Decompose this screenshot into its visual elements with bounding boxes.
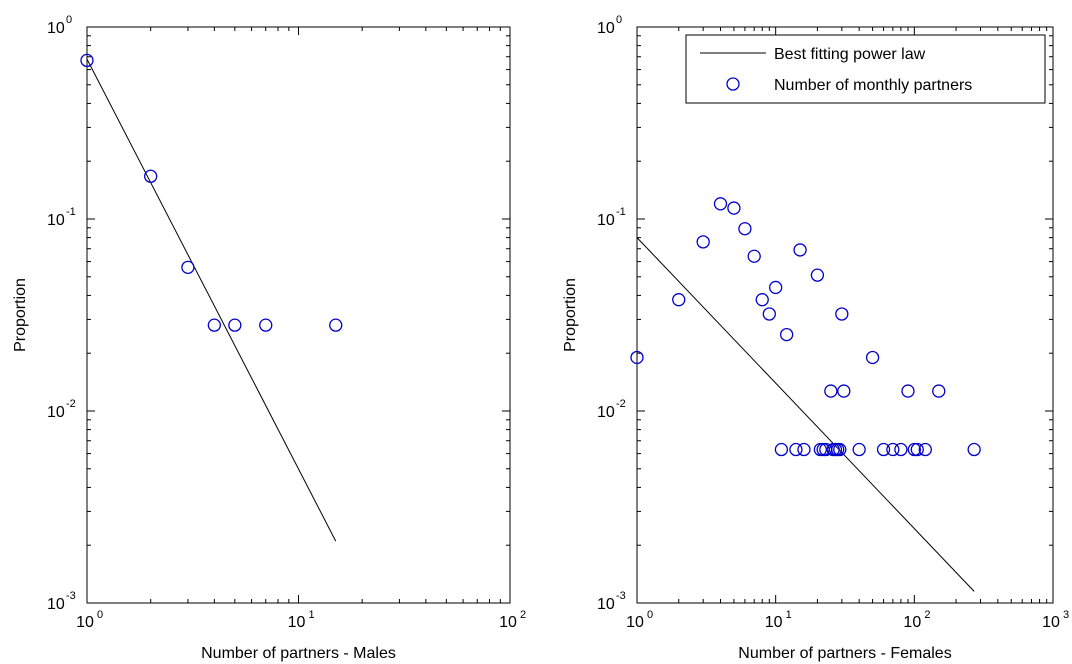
y-axis-label: Proportion [12, 278, 29, 352]
x-axis-label: Number of partners - Males [201, 645, 396, 662]
axes-box [86, 26, 511, 604]
data-point [907, 442, 921, 457]
y-tick-label: 10 [47, 596, 65, 613]
x-tick-exponent: 1 [309, 609, 315, 621]
x-tick-label: 10 [288, 614, 306, 631]
data-point [824, 384, 838, 398]
y-tick-exponent: -2 [616, 398, 626, 410]
data-point [672, 293, 686, 307]
y-tick-exponent: -3 [66, 590, 76, 602]
legend-entry: Best fitting power law [774, 46, 926, 63]
data-point [228, 318, 242, 332]
data-point [852, 442, 866, 457]
y-tick-label: 10 [597, 20, 615, 37]
x-tick-exponent: 1 [786, 609, 792, 621]
y-axis-label: Proportion [562, 278, 579, 352]
data-point [762, 307, 776, 321]
data-point [793, 243, 807, 257]
data-point [80, 53, 94, 68]
x-tick-exponent: 2 [520, 609, 526, 621]
data-point [918, 442, 932, 457]
data-point [835, 307, 849, 321]
data-point [738, 222, 752, 236]
y-tick-exponent: 0 [66, 14, 72, 26]
data-point [713, 197, 728, 211]
y-tick-label: 10 [597, 212, 615, 229]
data-point [181, 260, 195, 274]
x-tick-exponent: 3 [1063, 609, 1069, 621]
data-point [967, 442, 981, 457]
legend: Best fitting power law Number of monthly … [685, 34, 1046, 104]
y-tick-label: 10 [597, 596, 615, 613]
data-point [207, 318, 221, 332]
data-point [696, 235, 710, 249]
axes-box [636, 26, 1054, 604]
data-point [144, 169, 158, 183]
x-axis-label: Number of partners - Females [738, 645, 951, 662]
data-point [837, 384, 851, 398]
y-tick-label: 10 [597, 404, 615, 421]
data-point [747, 249, 761, 263]
data-point [769, 280, 783, 295]
y-tick-exponent: -1 [66, 206, 76, 218]
x-tick-label: 10 [626, 614, 644, 631]
data-point [797, 442, 811, 457]
data-point [901, 384, 915, 398]
fit-line [86, 58, 337, 542]
x-tick-exponent: 0 [647, 609, 653, 621]
data-point [865, 350, 880, 365]
data-point [932, 384, 946, 398]
y-tick-label: 10 [47, 20, 65, 37]
data-point [810, 268, 825, 282]
legend-entry: Number of monthly partners [774, 77, 972, 94]
y-tick-label: 10 [47, 212, 65, 229]
data-point [876, 442, 891, 457]
x-tick-label: 10 [499, 614, 517, 631]
data-point [894, 442, 908, 457]
data-point [789, 442, 803, 457]
data-point [910, 442, 924, 457]
y-tick-exponent: -2 [66, 398, 76, 410]
x-tick-label: 10 [1042, 614, 1060, 631]
x-tick-exponent: 0 [97, 609, 103, 621]
data-point [329, 318, 343, 332]
data-point [630, 350, 644, 365]
x-tick-label: 10 [76, 614, 94, 631]
y-tick-exponent: -3 [616, 590, 626, 602]
y-tick-exponent: 0 [616, 14, 622, 26]
data-point [727, 201, 741, 215]
legend-box [685, 34, 1046, 104]
y-tick-exponent: -1 [616, 206, 626, 218]
data-point [833, 442, 847, 457]
data-point [755, 293, 769, 307]
data-point [259, 318, 273, 332]
x-tick-label: 10 [903, 614, 921, 631]
x-tick-exponent: 2 [924, 609, 930, 621]
data-point [774, 442, 789, 457]
y-tick-label: 10 [47, 404, 65, 421]
x-tick-label: 10 [765, 614, 783, 631]
fit-line [636, 237, 975, 592]
legend-marker-swatch [726, 77, 740, 91]
data-point [886, 442, 900, 457]
data-point [779, 327, 794, 342]
